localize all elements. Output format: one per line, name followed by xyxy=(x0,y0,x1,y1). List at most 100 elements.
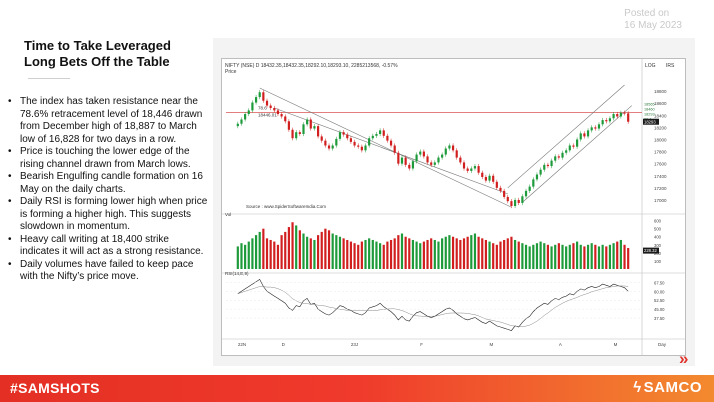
volume-bar xyxy=(550,246,553,269)
candle-body xyxy=(360,146,363,151)
price-tick-label: 18400 xyxy=(654,113,667,118)
volume-bar xyxy=(543,243,546,269)
candle-body xyxy=(503,190,506,197)
candle-body xyxy=(554,156,557,161)
price-tag: 18565 xyxy=(644,103,655,107)
bullet-item: Daily RSI is forming lower high when pri… xyxy=(6,196,210,234)
volume-bar xyxy=(627,248,630,269)
candle-body xyxy=(513,199,517,206)
volume-bar xyxy=(612,243,615,269)
nifty-chart: NIFTY (NSE) D 18432.35,18432.35,18292.10… xyxy=(222,59,685,355)
candle-body xyxy=(306,119,309,125)
candle-body xyxy=(532,179,535,187)
volume-bar xyxy=(484,239,487,269)
candle-body xyxy=(386,135,389,141)
volume-bar xyxy=(441,238,444,269)
volume-bar xyxy=(513,239,517,269)
candle-body xyxy=(594,127,597,129)
brand-logo: ϟ SAMCO xyxy=(633,379,702,397)
volume-bar xyxy=(331,233,334,269)
volume-bar xyxy=(495,244,498,269)
candle-body xyxy=(284,116,287,122)
candle-body xyxy=(473,166,477,169)
volume-bar xyxy=(400,233,404,269)
candle-body xyxy=(415,154,418,162)
candle-body xyxy=(389,140,393,146)
volume-bar xyxy=(371,239,374,269)
bullet-item: Bearish Engulfing candle formation on 16… xyxy=(6,171,210,196)
volume-bar xyxy=(492,243,495,269)
candle-body xyxy=(579,133,582,140)
volume-bar xyxy=(404,236,407,269)
volume-bar xyxy=(572,243,575,269)
candle-body xyxy=(400,157,404,164)
volume-bar xyxy=(583,246,586,269)
candle-body xyxy=(433,162,436,165)
posted-label: Posted on xyxy=(624,8,670,19)
candle-body xyxy=(517,199,520,203)
volume-bar xyxy=(426,239,429,269)
candle-body xyxy=(269,105,272,108)
x-tick-label: A xyxy=(559,342,562,347)
next-arrow-icon[interactable]: » xyxy=(679,349,689,368)
volume-bar xyxy=(597,246,601,269)
candle-body xyxy=(258,92,261,98)
price-tick-label: 17200 xyxy=(654,186,667,191)
volume-bar xyxy=(338,236,342,269)
candle-body xyxy=(539,169,542,175)
volume-bar xyxy=(470,235,473,269)
volume-bar xyxy=(579,244,582,269)
x-tick-label: D xyxy=(282,342,286,347)
chart-frame: NIFTY (NSE) D 18432.35,18432.35,18292.10… xyxy=(221,58,686,356)
candle-body xyxy=(349,138,353,142)
volume-bar xyxy=(437,241,440,269)
candle-body xyxy=(448,145,451,149)
bullet-item: The index has taken resistance near the … xyxy=(6,96,210,146)
irs-label: IRS xyxy=(666,63,675,69)
volume-bar xyxy=(236,246,239,269)
volume-bar xyxy=(382,244,385,269)
volume-bar xyxy=(291,222,294,269)
x-tick-label: 23J xyxy=(351,342,358,347)
candle-body xyxy=(488,175,491,181)
volume-bar xyxy=(448,235,451,269)
volume-bar xyxy=(411,239,415,269)
volume-bar xyxy=(379,243,382,269)
candle-body xyxy=(557,156,560,158)
samco-logo-icon: ϟ xyxy=(633,379,642,396)
volume-bar xyxy=(422,241,425,269)
volume-tick-label: 100 xyxy=(654,259,662,264)
volume-bar xyxy=(295,225,298,269)
volume-bar xyxy=(298,230,301,269)
rising-channel-upper xyxy=(507,84,625,189)
price-tick-label: 18000 xyxy=(654,137,667,142)
candle-body xyxy=(295,132,298,139)
volume-bar xyxy=(539,241,542,269)
candle-body xyxy=(524,190,528,197)
volume-bar xyxy=(258,231,261,269)
rsi-signal-line xyxy=(237,285,629,327)
last-price-label: 18293 xyxy=(644,119,656,124)
volume-bar xyxy=(576,241,579,269)
rsi-tick-label: 67.50 xyxy=(654,280,665,285)
candle-body xyxy=(382,130,385,136)
candle-body xyxy=(244,114,247,120)
volume-bar xyxy=(459,239,462,269)
volume-bar xyxy=(499,241,502,269)
candle-body xyxy=(597,124,601,129)
candle-body xyxy=(251,102,254,111)
candle-body xyxy=(430,162,433,165)
volume-bar xyxy=(265,238,269,269)
last-volume-badge xyxy=(643,247,659,254)
volume-bar xyxy=(335,235,338,269)
candle-body xyxy=(455,150,458,158)
volume-bar xyxy=(386,241,389,269)
volume-bar xyxy=(306,236,309,269)
volume-bar xyxy=(244,244,247,269)
candle-body xyxy=(506,196,509,202)
candle-body xyxy=(462,162,466,169)
volume-bar xyxy=(269,239,272,269)
candle-body xyxy=(510,201,513,206)
candle-body xyxy=(459,157,462,163)
volume-bar xyxy=(389,239,393,269)
